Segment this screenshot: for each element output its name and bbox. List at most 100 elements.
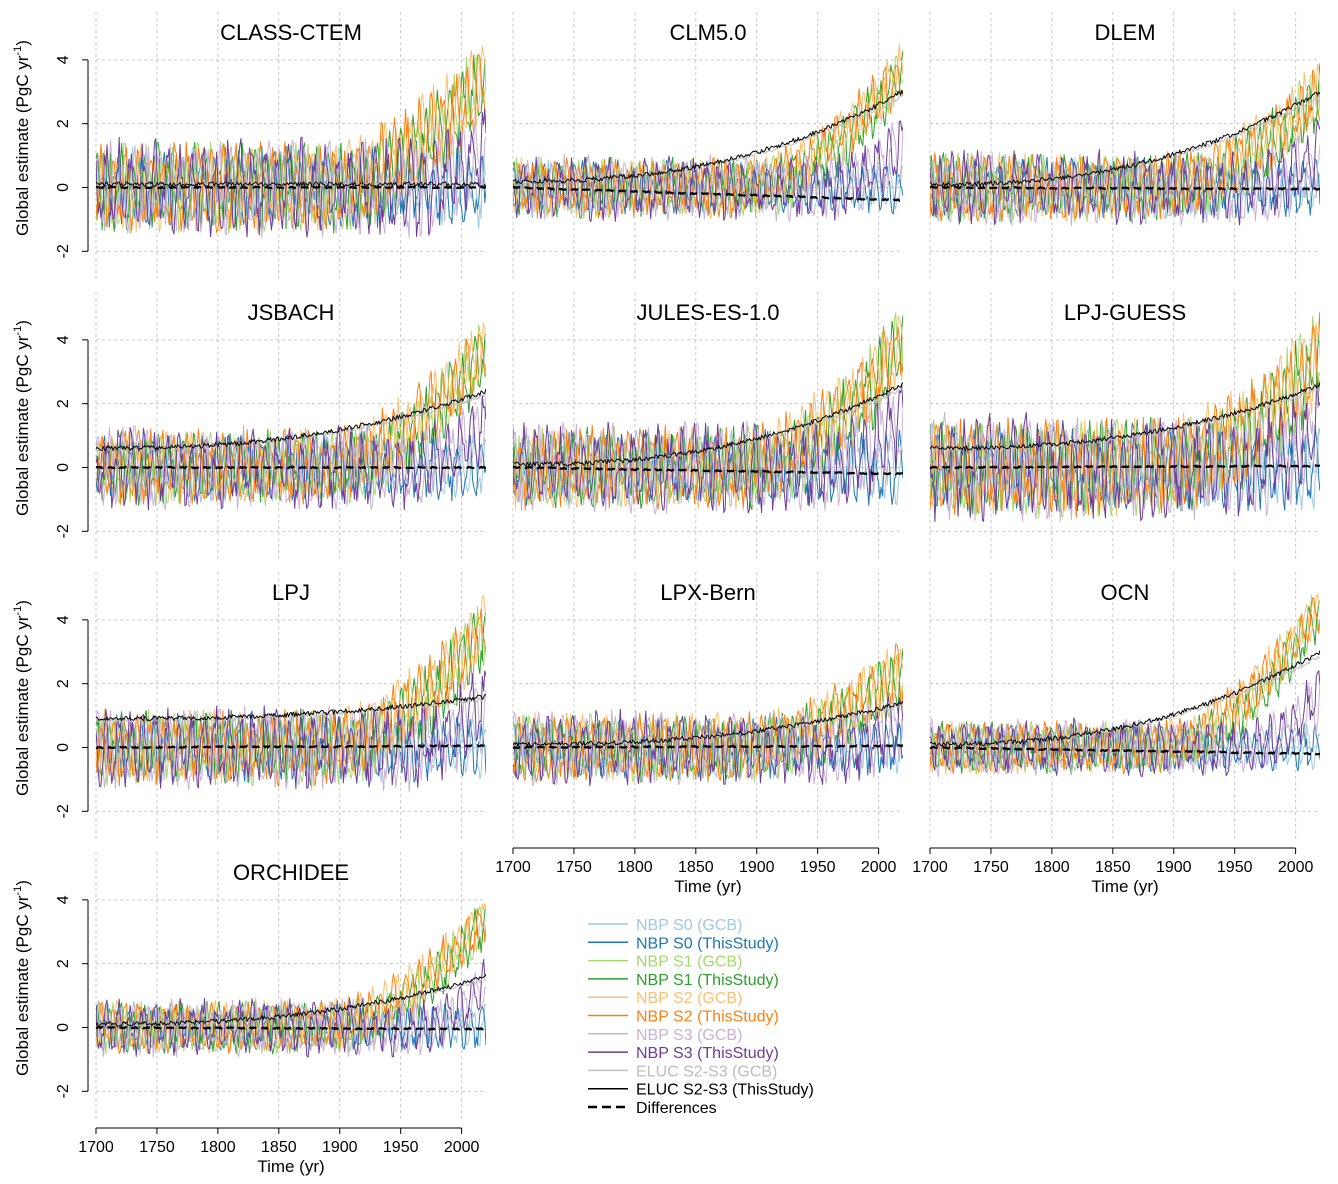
legend-item: NBP S3 (ThisStudy) — [588, 1045, 779, 1062]
series-group — [513, 43, 903, 222]
panel-title: ORCHIDEE — [233, 860, 349, 885]
y-axis-label: Global estimate (PgC yr-1) — [12, 880, 32, 1076]
nbp-s3-this-line — [513, 120, 903, 222]
legend-label: NBP S2 (GCB) — [636, 990, 742, 1007]
legend-item: NBP S2 (GCB) — [588, 990, 742, 1007]
nbp-s1-gcb-line — [96, 324, 486, 507]
y-axis: -2 0 2 4 Global estimate (PgC yr-1) — [12, 880, 89, 1098]
x-tick-label: 1950 — [1217, 859, 1253, 876]
eluc-s2-s3-gcb-line — [513, 386, 903, 467]
x-tick-label: 2000 — [1278, 859, 1314, 876]
eluc-s2-s3-gcb-line — [96, 697, 486, 723]
differences-line — [96, 744, 486, 750]
legend-item: ELUC S2-S3 (ThisStudy) — [588, 1082, 814, 1099]
y-tick-label: 0 — [55, 1023, 72, 1032]
panel-title: JULES-ES-1.0 — [636, 300, 779, 325]
panel-jsbach: JSBACH -2 0 2 4 Global estimate (PgC yr-1) — [12, 292, 486, 560]
nbp-s3-gcb-line — [96, 972, 486, 1058]
panel-lpj-guess: LPJ-GUESS — [929, 292, 1320, 560]
series-group — [513, 312, 903, 515]
grid — [95, 292, 486, 560]
eluc-s2-s3-gcb-line — [96, 392, 486, 452]
nbp-s2-this-line — [930, 326, 1320, 518]
panel-orchidee: ORCHIDEE -2 0 2 4 Global estimate (PgC yr-1) 1… — [12, 852, 486, 1176]
x-tick-label: 1800 — [1034, 859, 1070, 876]
y-tick-label: 2 — [55, 119, 72, 128]
y-tick-label: 0 — [55, 743, 72, 752]
nbp-s3-this-line — [513, 696, 903, 787]
series-group — [930, 311, 1320, 522]
nbp-s3-this-line — [96, 959, 486, 1058]
y-tick-label: 4 — [55, 895, 72, 904]
x-tick-label: 1750 — [973, 859, 1009, 876]
y-tick-label: 4 — [55, 615, 72, 624]
legend: NBP S0 (GCB)NBP S0 (ThisStudy) NBP S1 (GC… — [588, 917, 814, 1117]
nbp-s3-gcb-line — [930, 135, 1320, 227]
nbp-s3-this-line — [930, 381, 1320, 522]
grid — [929, 572, 1320, 840]
x-axis-label: Time (yr) — [1091, 877, 1158, 896]
x-tick-label: 1800 — [617, 859, 653, 876]
nbp-s1-this-line — [96, 906, 486, 1055]
y-tick-label: 2 — [55, 959, 72, 968]
differences-line — [513, 465, 903, 476]
panel-title: LPX-Bern — [660, 580, 755, 605]
eluc-s2-s3-this-line — [96, 388, 486, 451]
differences-line — [930, 185, 1320, 191]
eluc-s2-s3-this-line — [513, 700, 903, 747]
panel-clm5-0: CLM5.0 — [512, 12, 903, 280]
nbp-s2-this-line — [96, 608, 486, 787]
panel-title: LPJ — [272, 580, 310, 605]
differences-line — [96, 1025, 486, 1031]
legend-item: NBP S1 (GCB) — [588, 954, 742, 971]
legend-label: Differences — [636, 1100, 717, 1117]
nbp-s2-this-line — [96, 54, 486, 234]
legend-label: NBP S1 (ThisStudy) — [636, 972, 779, 989]
panel-title: CLM5.0 — [669, 20, 746, 45]
panel-lpx-bern: LPX-Bern 1700 1750 1800 1850 1900 1950 2000 Time… — [495, 572, 903, 896]
eluc-s2-s3-gcb-line — [930, 656, 1320, 747]
differences-line — [513, 185, 903, 202]
series-group — [96, 322, 486, 511]
nbp-s2-this-line — [930, 69, 1320, 223]
series-group — [96, 45, 486, 239]
x-tick-label: 2000 — [861, 859, 897, 876]
panel-title: DLEM — [1094, 20, 1155, 45]
x-tick-label: 2000 — [444, 1139, 480, 1156]
y-tick-label: 4 — [55, 55, 72, 64]
legend-item: Differences — [588, 1100, 717, 1117]
panel-class-ctem: CLASS-CTEM -2 0 2 4 Global estimate (PgC yr-1… — [12, 12, 486, 280]
legend-item: NBP S1 (ThisStudy) — [588, 972, 779, 989]
series-group — [96, 595, 486, 792]
legend-label: NBP S0 (GCB) — [636, 917, 742, 934]
x-tick-label: 1900 — [1156, 859, 1192, 876]
panel-lpj: LPJ -2 0 2 4 Global estimate (PgC yr-1) — [12, 572, 486, 840]
series-group — [96, 902, 486, 1058]
x-axis: 1700 1750 1800 1850 1900 1950 2000 Time (yr) — [78, 1127, 480, 1176]
differences-line — [513, 744, 903, 750]
legend-label: NBP S2 (ThisStudy) — [636, 1009, 779, 1026]
panel-title: LPJ-GUESS — [1064, 300, 1186, 325]
eluc-s2-s3-gcb-line — [513, 94, 903, 184]
nbp-s1-gcb-line — [96, 54, 486, 234]
y-tick-label: -2 — [55, 804, 72, 818]
legend-item: NBP S3 (GCB) — [588, 1027, 742, 1044]
legend-label: NBP S0 (ThisStudy) — [636, 935, 779, 952]
nbp-s3-gcb-line — [96, 688, 486, 792]
y-axis: -2 0 2 4 Global estimate (PgC yr-1) — [12, 320, 89, 538]
x-axis-label: Time (yr) — [674, 877, 741, 896]
panel-jules-es-1-0: JULES-ES-1.0 — [512, 292, 903, 560]
panel-ocn: OCN 1700 1750 1800 1850 1900 1950 2000 Time (yr) — [912, 572, 1320, 896]
x-tick-label: 1750 — [556, 859, 592, 876]
x-tick-label: 1700 — [912, 859, 948, 876]
x-tick-label: 1900 — [322, 1139, 358, 1156]
differences-line — [96, 185, 486, 190]
y-tick-label: 0 — [55, 183, 72, 192]
y-tick-label: -2 — [55, 244, 72, 258]
panel-title: CLASS-CTEM — [220, 20, 362, 45]
x-tick-label: 1950 — [383, 1139, 419, 1156]
eluc-s2-s3-this-line — [96, 974, 486, 1028]
x-tick-label: 1950 — [800, 859, 836, 876]
nbp-s3-this-line — [96, 395, 486, 511]
x-tick-label: 1850 — [678, 859, 714, 876]
